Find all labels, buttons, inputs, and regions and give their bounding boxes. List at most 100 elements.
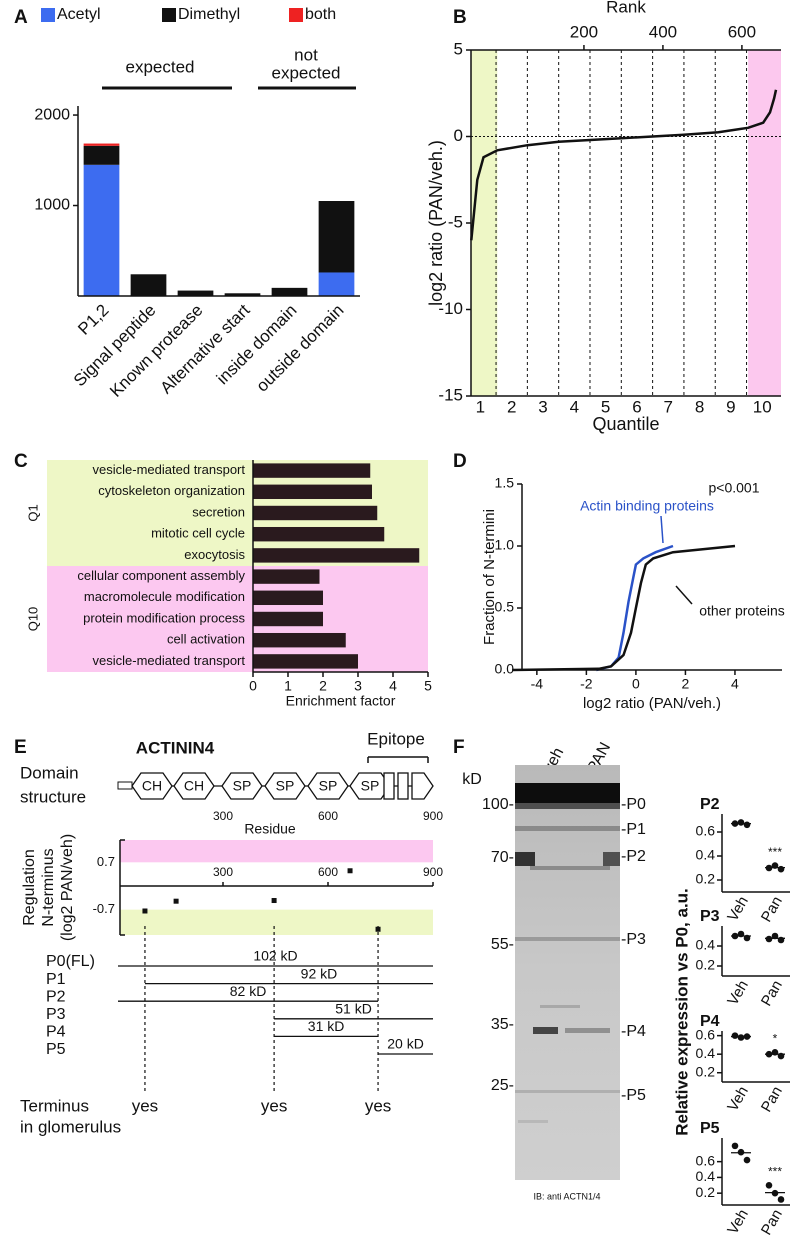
x-tick-label: 10: [753, 397, 772, 416]
x2-tick-label: 600: [728, 22, 756, 41]
dot: [737, 819, 745, 826]
y-tick-label: 0.5: [495, 599, 515, 615]
terminus-label: Terminus: [20, 1096, 89, 1115]
band-label: -P2: [621, 848, 646, 865]
legend-label: both: [305, 6, 336, 23]
fragment-name: P3: [46, 1006, 66, 1023]
bar-segment: [318, 272, 355, 296]
domain-label: structure: [20, 787, 86, 806]
dot: [743, 934, 751, 942]
group-label: Q10: [25, 607, 40, 632]
diagram-title: ACTININ4: [136, 738, 215, 757]
x-tick-label: -4: [531, 676, 544, 692]
y-tick-label: 0.4: [696, 1168, 716, 1184]
x-axis-title: Enrichment factor: [286, 693, 396, 709]
x-tick-label: 0: [632, 676, 640, 692]
significance: *: [773, 1031, 778, 1045]
y-tick-label: 1000: [34, 197, 70, 214]
dot: [777, 1052, 785, 1060]
point: [142, 908, 148, 914]
dot: [771, 932, 779, 940]
bar: [253, 590, 323, 606]
category-label: cell activation: [167, 632, 245, 647]
legend-swatch: [41, 8, 55, 22]
legend-label: Dimethyl: [178, 6, 240, 23]
bar: [253, 548, 420, 563]
blot-caption: IB: anti ACTN1/4: [533, 1191, 600, 1201]
domain-shape: [131, 772, 173, 800]
domain-name: CH: [142, 778, 162, 794]
annotation: expected: [126, 57, 195, 76]
terminus-value: yes: [261, 1096, 287, 1115]
blot-band: [515, 937, 620, 941]
y-tick-label: 0.2: [696, 871, 716, 887]
blot-band: [533, 1027, 558, 1034]
y-tick-label: 0.4: [696, 1045, 716, 1061]
bar-segment: [318, 201, 355, 273]
fragment-size: 31 kD: [308, 1018, 345, 1034]
y-tick-label: 0.4: [696, 937, 716, 953]
category-label: protein modification process: [83, 610, 245, 625]
y-tick-label: 0.6: [696, 823, 716, 839]
fragment-name: P4: [46, 1024, 66, 1041]
point: [173, 898, 179, 904]
blot-band: [515, 826, 620, 831]
dot: [771, 1049, 779, 1056]
bar-segment: [83, 164, 120, 296]
annotation: expected: [272, 63, 341, 82]
highlight-band: [471, 50, 498, 396]
bar: [253, 463, 371, 478]
blot-band: [515, 783, 620, 803]
significance: ***: [768, 1164, 782, 1178]
bar: [253, 632, 346, 648]
band-label: -P3: [621, 931, 646, 948]
significance: ***: [768, 845, 782, 859]
y-tick-label: 0.6: [696, 1152, 716, 1168]
x-tick-label: 4: [731, 676, 739, 692]
x-tick-label: outside domain: [253, 301, 348, 396]
domain-shape: [264, 772, 306, 800]
residue-tick-label: 900: [423, 809, 443, 823]
x2-axis-title: Rank: [606, 0, 646, 16]
dot: [765, 1181, 773, 1189]
category-label: cytoskeleton organization: [98, 483, 245, 498]
x-tick-label: 4: [570, 397, 579, 416]
y-tick-label: -0.7: [93, 901, 115, 916]
panel-label: E: [14, 737, 27, 758]
y-tick-label: 0.2: [696, 1184, 716, 1200]
x-tick-label: 2: [507, 397, 516, 416]
x-tick-label: 6: [632, 397, 641, 416]
legend-swatch: [289, 8, 303, 22]
panel-label: B: [453, 7, 467, 28]
x-axis-title: log2 ratio (PAN/veh.): [583, 695, 721, 712]
mw-marker: 25-: [491, 1077, 514, 1094]
dot: [731, 1032, 739, 1039]
band-label: -P0: [621, 796, 646, 813]
series-label: Actin binding proteins: [580, 498, 714, 514]
x2-tick-label: 400: [649, 22, 677, 41]
x-tick-label: 4: [389, 678, 397, 694]
mw-marker: 70-: [491, 849, 514, 866]
group-band: [47, 566, 428, 672]
bar-segment: [83, 145, 120, 165]
category-label: vesicle-mediated transport: [93, 462, 246, 477]
bar-segment: [83, 143, 120, 146]
x-tick-label: Pan: [758, 893, 786, 925]
y-tick-label: 0.2: [696, 957, 716, 973]
category-label: cellular component assembly: [77, 568, 245, 583]
fragment-size: 82 kD: [230, 983, 267, 999]
domain-label: Domain: [20, 763, 79, 782]
x-tick-label: 300: [213, 865, 233, 879]
terminus-value: yes: [365, 1096, 391, 1115]
y-tick-label: 5: [454, 39, 463, 58]
x-tick-label: Pan: [758, 1206, 786, 1238]
dot: [731, 1142, 739, 1150]
plot-title: P3: [700, 908, 720, 925]
panel-label: A: [14, 7, 28, 28]
x-tick-label: Signal peptide: [70, 301, 160, 391]
dot: [771, 862, 779, 869]
domain-shape: [221, 772, 263, 800]
domain-shape: [307, 772, 349, 800]
x-tick-label: Pan: [758, 1083, 786, 1115]
band-label: -P4: [621, 1023, 646, 1040]
